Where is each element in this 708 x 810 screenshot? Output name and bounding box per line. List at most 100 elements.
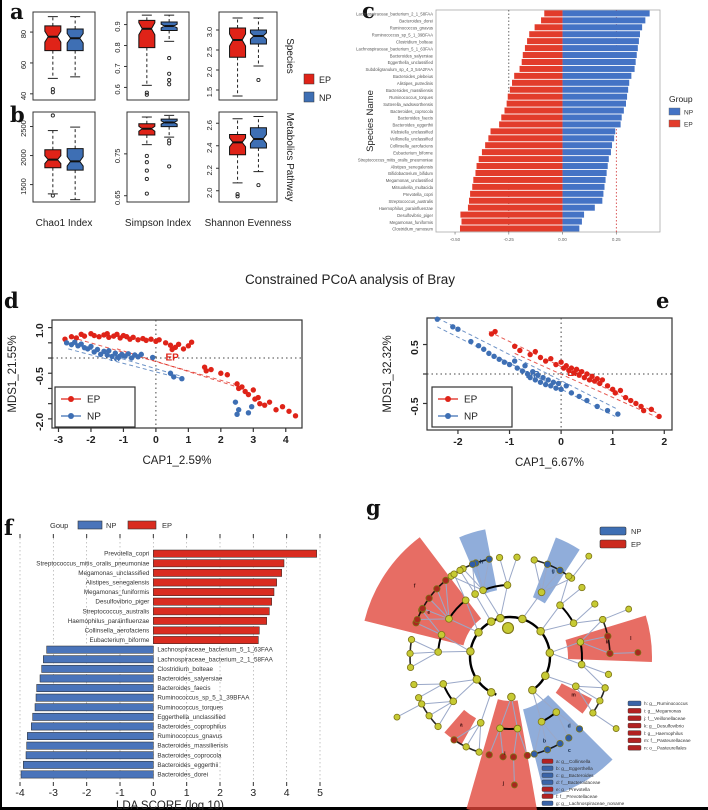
svg-text:Desulfovibrio_piger: Desulfovibrio_piger [95,599,149,606]
svg-text:EP: EP [87,395,101,406]
svg-text:Prevotella_copri: Prevotella_copri [403,192,433,197]
svg-text:Bacteroides_massiliensis: Bacteroides_massiliensis [386,88,433,93]
svg-text:Alistipes_senegalensis: Alistipes_senegalensis [391,164,433,169]
svg-text:NP: NP [464,412,478,423]
svg-text:d: f__Bacteroidaceae: d: f__Bacteroidaceae [556,780,601,785]
svg-text:EP: EP [464,395,478,406]
svg-text:3: 3 [250,434,256,446]
svg-text:l: g__Haemophilus: l: g__Haemophilus [644,731,683,736]
svg-text:2.6: 2.6 [205,120,214,130]
svg-text:-4: -4 [15,787,24,799]
svg-text:NP: NP [106,521,116,530]
svg-text:Megamonas_funiformis: Megamonas_funiformis [84,589,149,596]
svg-text:NP: NP [526,370,540,381]
panel-letter-f: f [4,515,14,540]
svg-text:Bacteroides_coprocola: Bacteroides_coprocola [157,752,222,759]
svg-text:Bacteroides_eggerthii: Bacteroides_eggerthii [392,123,433,128]
svg-text:1: 1 [610,436,616,448]
svg-text:Bacteroides_faecis: Bacteroides_faecis [398,116,433,121]
svg-text:Metabolics Pathway: Metabolics Pathway [284,113,295,202]
svg-text:1: 1 [185,434,191,446]
svg-text:LDA SCORE (log 10): LDA SCORE (log 10) [116,800,224,810]
svg-text:Ruminococcus_sp_5_1_39BFAA: Ruminococcus_sp_5_1_39BFAA [372,32,433,37]
svg-text:NP: NP [319,93,332,103]
svg-text:Prevotella_copri: Prevotella_copri [104,551,149,558]
svg-text:-1: -1 [119,434,128,446]
svg-text:MDS1_21.55%: MDS1_21.55% [7,335,19,412]
svg-text:2.0: 2.0 [205,188,214,198]
svg-text:0.75: 0.75 [113,149,122,164]
panel-g-cladogram: e f i j a k l m h g b c d NP EP h: g__Ruminococcus i: g_… [364,526,691,810]
panel-e-pcoa-scatter: -2 -1 0 1 2 0.5 -0.5 EP NP EP NP CAP1_6.67% MDS1_32.… [382,316,673,469]
svg-text:NP: NP [87,412,101,423]
svg-text:0.25: 0.25 [612,237,621,242]
svg-text:a: g__Collinsella: a: g__Collinsella [556,759,591,764]
svg-text:0.00: 0.00 [558,237,567,242]
svg-text:b: g__Eggerthella: b: g__Eggerthella [556,766,593,771]
svg-text:Veillonella_unclassified: Veillonella_unclassified [390,137,434,142]
svg-text:k: k [606,639,609,645]
svg-text:Streptococcus_australis: Streptococcus_australis [82,608,149,615]
svg-text:NP: NP [684,110,693,117]
svg-text:-0.5: -0.5 [409,397,421,415]
svg-text:Bacteroides_faecis: Bacteroides_faecis [157,685,210,692]
svg-text:Haemophilus_parainfluenzae: Haemophilus_parainfluenzae [68,618,150,625]
panel-d-pcoa-scatter: -3 -2 -1 0 1 2 3 4 1.0 -0.5 -2.0 EP NP EP NP CAP1_2.59%… [7,319,303,467]
svg-text:Streptococcus_mitis_oralis_pne: Streptococcus_mitis_oralis_pneumoniae [358,157,434,162]
svg-text:n: o__Pasteurellales: n: o__Pasteurellales [644,746,687,751]
svg-text:f: f__Prevotellaceae: f: f__Prevotellaceae [556,794,598,799]
svg-text:Eubacterium_biforme: Eubacterium_biforme [89,637,149,644]
svg-text:Sutterella_wadsworthensis: Sutterella_wadsworthensis [383,102,433,107]
svg-text:Clostridium_bolteae: Clostridium_bolteae [157,666,213,673]
panel-letter-d: d [4,288,19,313]
svg-text:k: g__Desulfovibrio: k: g__Desulfovibrio [644,723,684,728]
svg-text:Klebsiella_unclassified: Klebsiella_unclassified [391,130,434,135]
svg-text:c: g__Bacteroides: c: g__Bacteroides [556,773,594,778]
svg-text:Shannon Evenness: Shannon Evenness [205,218,292,229]
svg-text:1500: 1500 [19,178,28,195]
svg-text:Chao1 Index: Chao1 Index [36,218,93,229]
svg-text:Ruminococcus_torques: Ruminococcus_torques [157,704,223,711]
svg-text:Lachnospiraceae_bacterium_5_1_: Lachnospiraceae_bacterium_5_1_63FAA [356,46,433,51]
svg-text:m: f__Pasteurellaceae: m: f__Pasteurellaceae [644,738,691,743]
panel-ab-boxplots: 40 60 80 0.6 0.7 0.8 0.9 1.5 2.0 2.5 3.0 Species 150… [19,11,332,229]
svg-text:Clostridium_ramosum: Clostridium_ramosum [392,227,433,232]
svg-text:0.9: 0.9 [113,21,122,31]
svg-text:EP: EP [684,122,693,129]
svg-text:-0.5: -0.5 [34,367,46,385]
svg-text:Megamonas_unclassified: Megamonas_unclassified [78,570,150,577]
svg-text:1.5: 1.5 [205,87,214,97]
svg-text:EP: EP [165,352,179,363]
svg-text:2.5: 2.5 [205,47,214,57]
svg-text:Ruminococcus_torques: Ruminococcus_torques [389,95,433,100]
svg-text:Collinsella_aerofaciens: Collinsella_aerofaciens [85,628,150,635]
svg-text:Ruminococcus_sp_5_1_39BFAA: Ruminococcus_sp_5_1_39BFAA [157,695,250,702]
svg-text:0: 0 [558,436,564,448]
svg-text:Subdoligranulum_sp_4_3_54A2FAA: Subdoligranulum_sp_4_3_54A2FAA [365,67,433,72]
svg-text:Goup: Goup [50,521,68,530]
svg-text:2500: 2500 [19,120,28,137]
svg-text:Megamonas_unclassified: Megamonas_unclassified [386,178,434,183]
panel-letter-a: a [10,0,24,24]
svg-text:Desulfovibrio_piger: Desulfovibrio_piger [397,213,433,218]
svg-text:Species: Species [284,38,295,74]
svg-text:CAP1_6.67%: CAP1_6.67% [515,457,584,469]
bottom-border [0,807,708,810]
svg-text:40: 40 [19,92,28,100]
svg-text:2: 2 [661,436,667,448]
svg-text:Streptococcus_mitis_oralis_pne: Streptococcus_mitis_oralis_pneumoniae [36,560,150,567]
svg-text:Bacteroides_massiliensis: Bacteroides_massiliensis [157,743,228,750]
svg-text:EP: EP [567,368,581,379]
svg-text:Alistipes_senegalensis: Alistipes_senegalensis [86,580,150,587]
panel-f-lda-bar-chart: Goup NP EP -4 -3 -2 -1 0 1 2 3 4 5 Prevotella_copri St… [15,520,323,810]
svg-text:4: 4 [283,434,289,446]
svg-text:Species Name: Species Name [365,90,376,152]
svg-text:-2: -2 [82,787,91,799]
svg-text:Bacteroides_salyersiae: Bacteroides_salyersiae [390,53,434,58]
svg-text:j: f__Veillonellaceae: j: f__Veillonellaceae [643,716,686,721]
svg-text:-2: -2 [86,434,95,446]
svg-text:-2.0: -2.0 [34,413,46,431]
svg-text:a: a [460,723,463,729]
left-border [0,0,2,810]
svg-text:l: l [630,636,632,642]
